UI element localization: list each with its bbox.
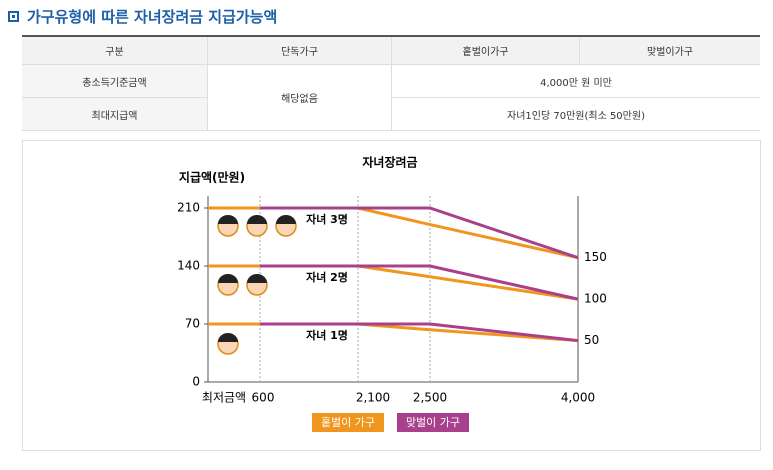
y-label: 지급액(만원) [179, 170, 245, 185]
table: 구분 단독가구 홑벌이가구 맞벌이가구 총소득기준금액 해당없음 4,000만 원 미만 … [22, 35, 760, 131]
th: 구분 [22, 36, 208, 65]
y-tick-label: 210 [177, 201, 200, 215]
legend-box [397, 413, 469, 432]
th: 단독가구 [207, 36, 392, 65]
hair [218, 215, 238, 224]
x-tick-label: 600 [252, 391, 275, 405]
end-label: 100 [584, 292, 607, 306]
chart-frame [22, 140, 761, 451]
title-text: 가구유형에 따른 자녀장려금 지급가능액 [27, 8, 278, 26]
line-label: 자녀 1명 [306, 328, 348, 342]
legend-box [312, 413, 384, 432]
legend-label: 맞벌이 가구 [406, 416, 460, 429]
y-tick-label: 70 [185, 317, 200, 331]
hair [276, 215, 296, 224]
series-line [208, 322, 579, 343]
hair [218, 333, 238, 342]
hair [218, 274, 238, 283]
chart-title: 자녀장려금 [362, 155, 417, 170]
hair [247, 274, 267, 283]
x-tick-label: 최저금액 [202, 391, 246, 405]
td: 총소득기준금액 [22, 64, 208, 98]
th: 맞벌이가구 [579, 36, 760, 65]
th: 홑벌이가구 [391, 36, 580, 65]
td: 최대지급액 [22, 97, 208, 131]
td: 해당없음 [207, 64, 392, 131]
series-line [260, 206, 579, 260]
line-label: 자녀 2명 [306, 270, 348, 284]
section-title: 가구유형에 따른 자녀장려금 지급가능액 [8, 6, 277, 27]
y-tick-label: 140 [177, 259, 200, 273]
y-tick-label: 0 [192, 375, 200, 389]
x-tick-label: 2,500 [413, 391, 447, 405]
end-label: 50 [584, 333, 599, 347]
legend-label: 홑벌이 가구 [321, 416, 375, 429]
series-line [260, 322, 579, 343]
td: 4,000만 원 미만 [391, 64, 760, 98]
td: 자녀1인당 70만원(최소 50만원) [391, 97, 760, 131]
hair [247, 215, 267, 224]
x-tick-label: 4,000 [561, 391, 595, 405]
series-line [260, 264, 579, 301]
x-tick-label: 2,100 [356, 391, 390, 405]
end-label: 150 [584, 250, 607, 264]
line-label: 자녀 3명 [306, 212, 348, 226]
